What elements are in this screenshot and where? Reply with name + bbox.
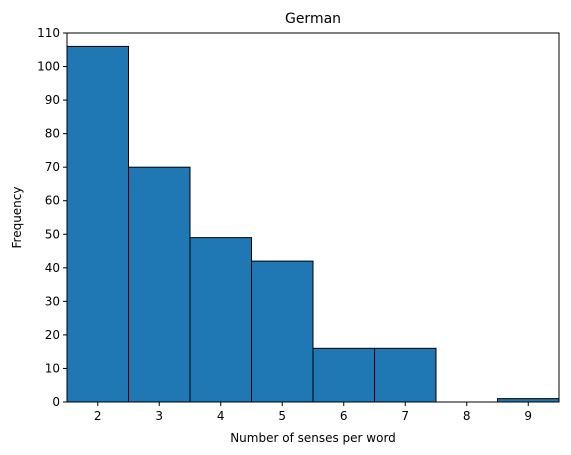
plot-frame xyxy=(66,32,560,403)
bar-6 xyxy=(312,347,375,403)
y-tick-label: 0 xyxy=(52,395,60,409)
y-tick-label: 90 xyxy=(45,93,60,107)
y-tick-label: 30 xyxy=(45,294,60,308)
x-axis-ticks: 2 3 4 5 6 7 8 9 xyxy=(94,402,532,423)
y-tick-label: 100 xyxy=(37,60,60,74)
x-tick-label: 6 xyxy=(340,409,348,423)
y-tick-label: 20 xyxy=(45,328,60,342)
bar-9 xyxy=(497,398,560,403)
y-tick-label: 40 xyxy=(45,261,60,275)
x-tick-label: 2 xyxy=(94,409,102,423)
x-tick-label: 9 xyxy=(524,409,532,423)
bar-5 xyxy=(251,260,314,403)
bar-7 xyxy=(374,347,437,403)
x-tick-label: 7 xyxy=(401,409,409,423)
bars-group xyxy=(66,45,560,403)
y-tick-label: 10 xyxy=(45,361,60,375)
y-tick-label: 70 xyxy=(45,160,60,174)
y-tick-label: 80 xyxy=(45,127,60,141)
y-tick-label: 110 xyxy=(37,26,60,40)
bar-4 xyxy=(189,237,252,403)
bar-2 xyxy=(66,45,129,403)
y-axis-label: Frequency xyxy=(10,187,24,249)
y-tick-label: 50 xyxy=(45,227,60,241)
x-axis-label: Number of senses per word xyxy=(230,431,396,445)
y-axis-ticks: 0 10 20 30 40 50 60 70 80 90 100 110 xyxy=(37,26,67,409)
x-tick-label: 5 xyxy=(278,409,286,423)
chart-title: German xyxy=(285,11,341,27)
y-tick-label: 60 xyxy=(45,194,60,208)
x-tick-label: 8 xyxy=(463,409,471,423)
bar-3 xyxy=(128,166,191,403)
x-tick-label: 4 xyxy=(217,409,225,423)
x-tick-label: 3 xyxy=(155,409,163,423)
